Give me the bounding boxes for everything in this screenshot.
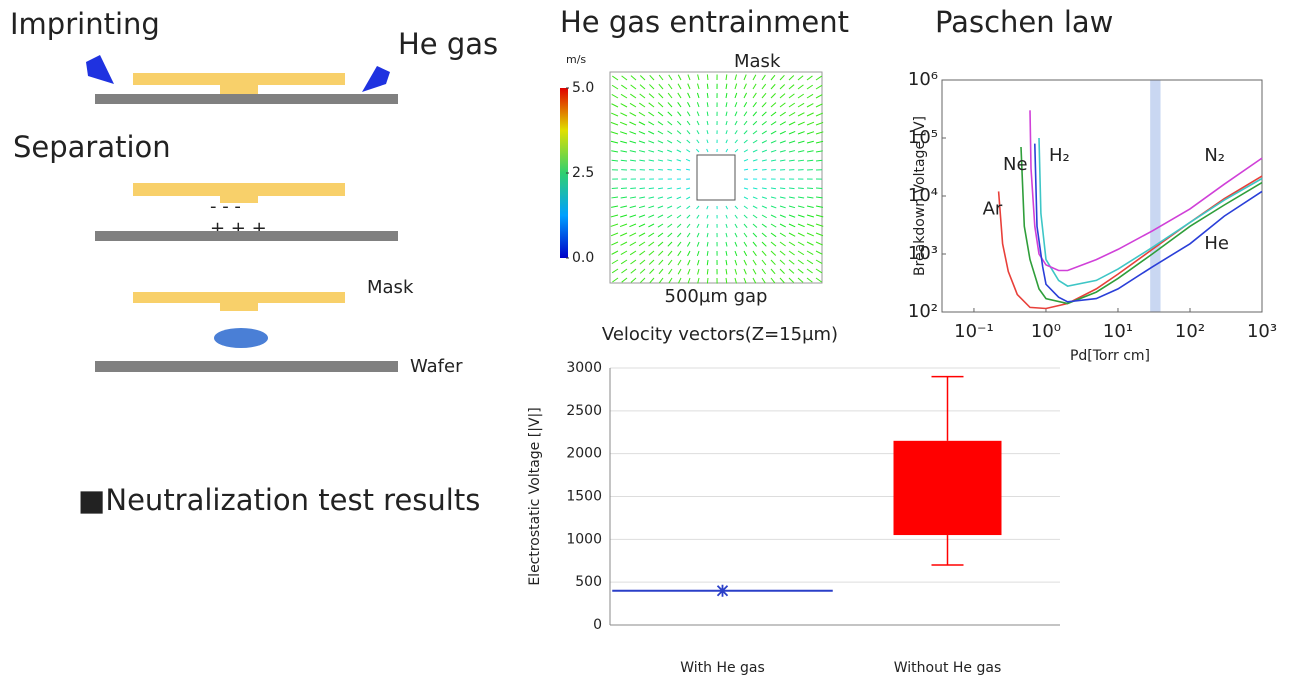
charge: - - -: [210, 196, 241, 217]
velocity-vector: [798, 188, 804, 189]
colorbar-label: 0.0: [572, 250, 594, 266]
wafer: [95, 361, 398, 372]
panel-title: He gas entrainment: [560, 5, 849, 39]
velocity-vector: [707, 278, 708, 284]
x-tick-label: 10⁻¹: [954, 321, 994, 342]
box: [894, 441, 1002, 535]
x-tick-label: With He gas: [680, 660, 765, 676]
label: He gas: [398, 27, 498, 61]
y-tick-label: 2500: [566, 403, 602, 419]
mask: [220, 302, 258, 311]
label: Mask: [367, 277, 414, 298]
velocity-vector: [621, 188, 627, 189]
x-tick-label: Without He gas: [894, 660, 1002, 676]
velocity-vector: [807, 188, 813, 189]
arrow: [86, 55, 114, 84]
y-tick-label: 0: [593, 617, 602, 633]
gas-cloud: [214, 328, 268, 348]
mask: [220, 84, 258, 94]
highlight-band: [1150, 80, 1160, 312]
y-axis-label: Electrostatic Voltage [|V|]: [527, 407, 543, 585]
wafer: [95, 231, 398, 241]
series-line: [1021, 147, 1262, 304]
panel-title: Paschen law: [935, 5, 1113, 39]
y-tick-label: 500: [575, 574, 602, 590]
y-tick-label: 3000: [566, 360, 602, 376]
velocity-vector: [707, 74, 708, 80]
label: Wafer: [410, 356, 463, 377]
y-tick-label: 1500: [566, 489, 602, 505]
unit: m/s: [566, 53, 586, 66]
heading: Separation: [13, 130, 171, 164]
velocity-vector: [771, 188, 776, 189]
series-label: Ne: [1003, 154, 1028, 175]
velocity-vector: [707, 260, 708, 265]
velocity-vector: [707, 84, 708, 89]
velocity-vector: [630, 188, 636, 189]
x-tick-label: 10³: [1247, 321, 1277, 342]
mask: [133, 183, 345, 196]
wafer: [95, 94, 398, 104]
series-line: [1035, 144, 1262, 302]
x-tick-label: 10⁰: [1031, 321, 1061, 342]
velocity-vector: [780, 188, 785, 189]
velocity-vector: [707, 269, 708, 274]
label: 500µm gap: [665, 286, 768, 307]
velocity-vector: [753, 169, 757, 170]
slide: Imprinting He gas Separation - - - + + +…: [0, 0, 1290, 681]
x-tick-label: 10¹: [1103, 321, 1133, 342]
y-tick-label: 1000: [566, 531, 602, 547]
velocity-vector: [677, 169, 681, 170]
arrow: [362, 66, 390, 92]
velocity-vector: [640, 188, 645, 189]
mask: [133, 73, 345, 85]
velocity-vector: [649, 188, 654, 189]
y-tick-label: 10²: [908, 301, 938, 322]
label: Mask: [734, 51, 781, 72]
y-axis-label: Breakdown Voltage [V]: [912, 116, 928, 276]
colorbar-label: 5.0: [572, 80, 594, 96]
x-axis-label: Pd[Torr cm]: [1070, 348, 1150, 364]
heading: Imprinting: [10, 7, 160, 41]
x-tick-label: 10²: [1175, 321, 1205, 342]
y-tick-label: 10⁶: [908, 69, 938, 90]
heading: ■Neutralization test results: [78, 483, 480, 517]
series-label: Ar: [983, 198, 1003, 219]
series-label: He: [1204, 233, 1229, 254]
y-tick-label: 2000: [566, 446, 602, 462]
velocity-vector: [744, 169, 748, 170]
velocity-vector: [658, 188, 663, 189]
colorbar-label: 2.5: [572, 165, 594, 181]
series-label: H₂: [1049, 145, 1070, 166]
velocity-vector: [789, 188, 795, 189]
mask: [133, 292, 345, 303]
velocity-vector: [667, 169, 672, 170]
series-label: N₂: [1204, 145, 1225, 166]
caption: Velocity vectors(Z=15µm): [602, 324, 838, 345]
